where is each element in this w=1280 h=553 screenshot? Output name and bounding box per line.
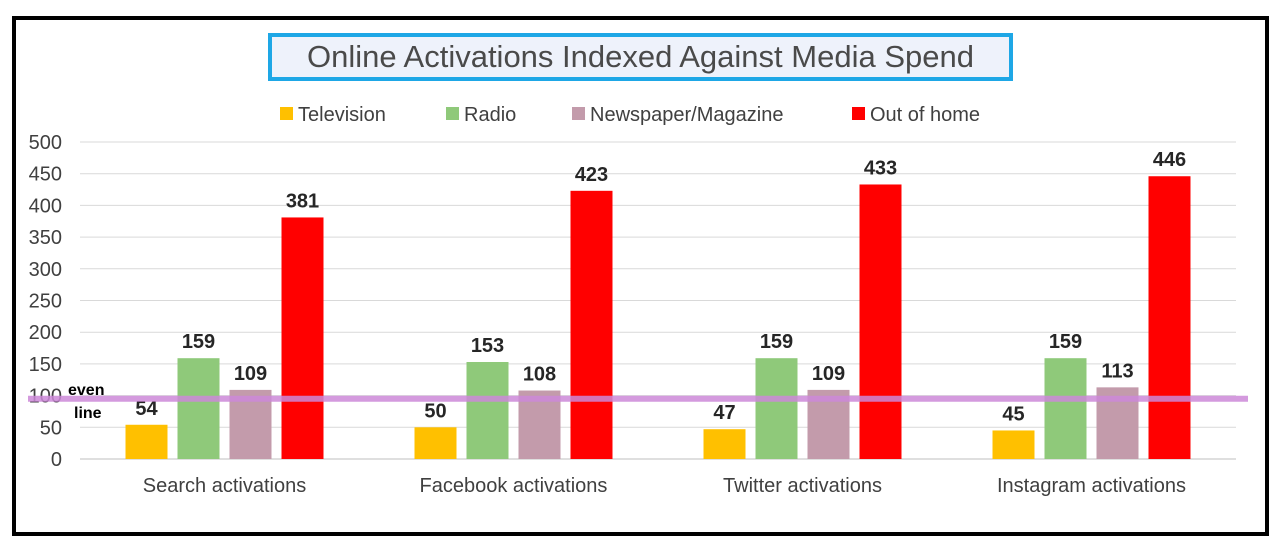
data-label: 153 [471, 335, 504, 357]
data-label: 423 [575, 164, 608, 186]
data-label: 45 [1002, 403, 1024, 425]
bar [177, 358, 220, 459]
bar [1044, 358, 1087, 459]
data-label: 446 [1153, 149, 1186, 171]
even-line-label: line [74, 405, 102, 422]
bar [281, 217, 324, 459]
data-label: 108 [523, 364, 556, 386]
bar [466, 361, 509, 459]
data-label: 381 [286, 190, 319, 212]
legend-item-label: Television [298, 104, 386, 126]
y-tick-label: 400 [29, 195, 62, 217]
x-category-label: Facebook activations [420, 475, 608, 497]
bar [125, 424, 168, 459]
y-tick-label: 450 [29, 164, 62, 186]
chart-title: Online Activations Indexed Against Media… [307, 39, 974, 74]
legend-item-label: Radio [464, 104, 516, 126]
chart-title-box: Online Activations Indexed Against Media… [268, 33, 1013, 81]
y-tick-label: 500 [29, 132, 62, 154]
y-tick-label: 50 [40, 417, 62, 439]
y-tick-label: 150 [29, 354, 62, 376]
data-label: 47 [713, 402, 735, 424]
y-tick-label: 0 [51, 449, 62, 471]
data-label: 109 [812, 363, 845, 385]
x-category-label: Instagram activations [997, 475, 1186, 497]
bar [703, 429, 746, 459]
data-label: 50 [424, 400, 446, 422]
legend-swatch [852, 107, 865, 120]
data-label: 54 [135, 398, 158, 420]
bar [755, 358, 798, 459]
bar [518, 390, 561, 459]
data-label: 159 [760, 331, 793, 353]
bar [992, 430, 1035, 459]
legend-swatch [572, 107, 585, 120]
even-line-label: even [68, 382, 104, 399]
x-category-label: Search activations [143, 475, 306, 497]
data-label: 159 [182, 331, 215, 353]
legend-item-label: Out of home [870, 104, 980, 126]
data-label: 159 [1049, 331, 1082, 353]
y-tick-label: 250 [29, 291, 62, 313]
data-label: 113 [1101, 360, 1133, 382]
legend-swatch [446, 107, 459, 120]
data-label: 109 [234, 363, 267, 385]
data-label: 433 [864, 157, 897, 179]
y-tick-label: 350 [29, 227, 62, 249]
bar [859, 184, 902, 459]
legend-item-label: Newspaper/Magazine [590, 104, 783, 126]
y-tick-label: 300 [29, 259, 62, 281]
y-tick-label: 200 [29, 322, 62, 344]
bar [414, 427, 457, 459]
legend-swatch [280, 107, 293, 120]
x-category-label: Twitter activations [723, 475, 882, 497]
bar [570, 190, 613, 459]
bar [1148, 176, 1191, 459]
